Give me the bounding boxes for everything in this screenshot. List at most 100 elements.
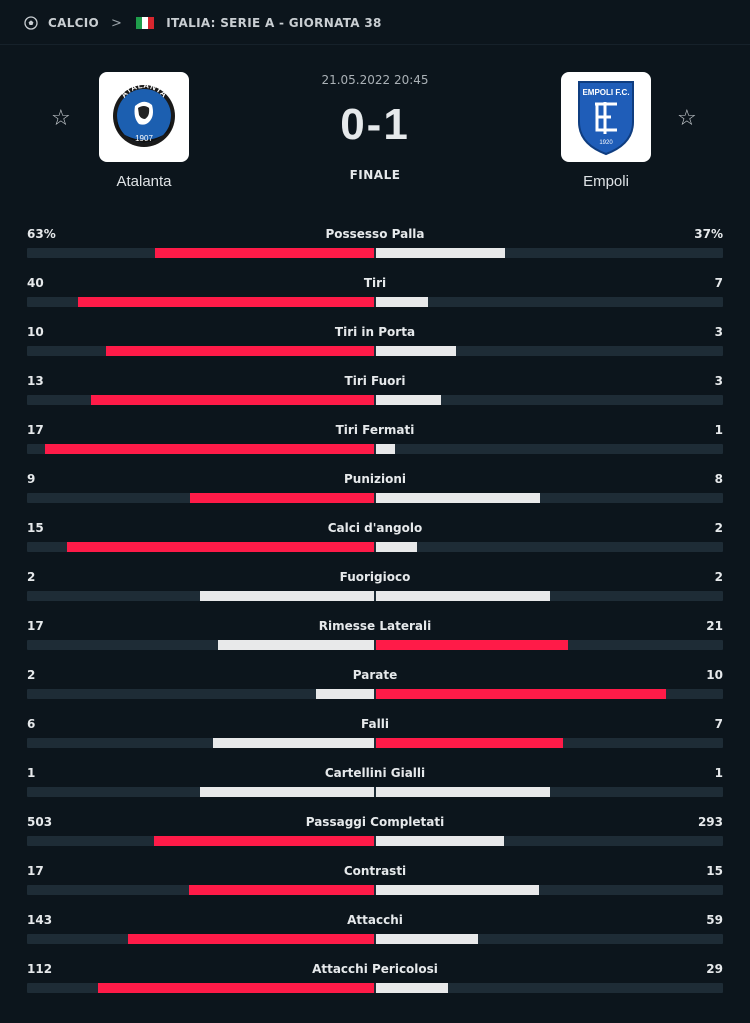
stat-home-value: 143 <box>27 913 53 927</box>
stat-away-value: 1 <box>714 423 723 437</box>
stat-bar-track <box>27 983 723 993</box>
stat-label: Passaggi Completati <box>305 815 445 829</box>
stat-row: 2 Fuorigioco 2 <box>27 569 723 618</box>
stat-bar-track <box>27 934 723 944</box>
match-datetime: 21.05.2022 20:45 <box>321 73 429 87</box>
home-team-name[interactable]: Atalanta <box>116 173 172 190</box>
stat-away-value: 1 <box>714 766 723 780</box>
stat-row: 15 Calci d'angolo 2 <box>27 520 723 569</box>
stat-bar-home <box>91 395 374 405</box>
stat-bar-track <box>27 248 723 258</box>
stat-bar-home <box>155 248 374 258</box>
stat-label: Parate <box>352 668 398 682</box>
stat-bar-track <box>27 885 723 895</box>
stat-home-value: 10 <box>27 325 44 339</box>
stat-bar-track <box>27 444 723 454</box>
stat-away-value: 8 <box>714 472 723 486</box>
stat-bar-away <box>376 444 395 454</box>
stat-label: Punizioni <box>344 472 406 486</box>
stat-row: 17 Rimesse Laterali 21 <box>27 618 723 667</box>
stat-bar-away <box>376 346 456 356</box>
stat-away-value: 29 <box>706 962 723 976</box>
stat-row: 63% Possesso Palla 37% <box>27 226 723 275</box>
stat-bar-home <box>98 983 374 993</box>
stat-bar-away <box>376 787 550 797</box>
stat-home-value: 2 <box>27 570 36 584</box>
stat-bar-away <box>376 934 478 944</box>
stat-away-value: 10 <box>706 668 723 682</box>
stat-bar-home <box>45 444 374 454</box>
stat-row: 143 Attacchi 59 <box>27 912 723 961</box>
stat-label: Falli <box>361 717 389 731</box>
stat-bar-away <box>376 689 666 699</box>
stat-row: 17 Contrasti 15 <box>27 863 723 912</box>
stat-home-value: 63% <box>27 227 56 241</box>
stat-home-value: 2 <box>27 668 36 682</box>
stat-bar-away <box>376 591 550 601</box>
stat-home-value: 13 <box>27 374 44 388</box>
stat-away-value: 37% <box>694 227 723 241</box>
empoli-crest-icon: EMPOLI F.C. 1920 <box>578 81 634 156</box>
stat-label: Rimesse Laterali <box>318 619 432 633</box>
stat-bar-track <box>27 836 723 846</box>
stat-bar-away <box>376 493 540 503</box>
favorite-away-star-icon[interactable]: ☆ <box>677 106 697 131</box>
stat-home-value: 40 <box>27 276 44 290</box>
stat-bar-track <box>27 346 723 356</box>
stat-bar-away <box>376 836 504 846</box>
chevron-right-icon: > <box>111 15 123 31</box>
stat-bar-home <box>316 689 374 699</box>
stat-bar-away <box>376 297 428 307</box>
stat-bar-away <box>376 248 505 258</box>
stat-bar-home <box>154 836 374 846</box>
stat-row: 40 Tiri 7 <box>27 275 723 324</box>
svg-text:EMPOLI F.C.: EMPOLI F.C. <box>582 88 629 97</box>
stat-bar-home <box>128 934 374 944</box>
stat-away-value: 3 <box>714 325 723 339</box>
stat-away-value: 293 <box>697 815 723 829</box>
stat-away-value: 59 <box>706 913 723 927</box>
stat-row: 9 Punizioni 8 <box>27 471 723 520</box>
away-team-logo[interactable]: EMPOLI F.C. 1920 <box>561 72 651 162</box>
home-team-logo[interactable]: ATALANTA 1907 <box>99 72 189 162</box>
stat-bar-track <box>27 493 723 503</box>
stat-bar-away <box>376 395 441 405</box>
stat-bar-home <box>200 591 374 601</box>
atalanta-crest-icon: ATALANTA 1907 <box>113 81 175 147</box>
stat-away-value: 2 <box>714 521 723 535</box>
stat-label: Possesso Palla <box>325 227 425 241</box>
stat-bar-track <box>27 591 723 601</box>
match-status: FINALE <box>349 168 401 182</box>
stat-bar-home <box>190 493 374 503</box>
favorite-home-star-icon[interactable]: ☆ <box>51 106 71 131</box>
stat-bar-away <box>376 542 417 552</box>
stat-row: 6 Falli 7 <box>27 716 723 765</box>
match-score: 0-1 <box>340 100 410 149</box>
stat-away-value: 2 <box>714 570 723 584</box>
italy-flag-icon <box>136 17 155 29</box>
stat-away-value: 7 <box>714 276 723 290</box>
stat-bar-away <box>376 983 448 993</box>
stat-label: Attacchi Pericolosi <box>312 962 438 976</box>
breadcrumb-sport-link[interactable]: CALCIO <box>48 16 100 30</box>
stat-bar-away <box>376 738 563 748</box>
stat-bar-home <box>78 297 374 307</box>
header-divider <box>0 44 750 45</box>
stat-bar-home <box>213 738 374 748</box>
breadcrumb-competition-link[interactable]: ITALIA: SERIE A - GIORNATA 38 <box>166 16 382 30</box>
stat-label: Fuorigioco <box>339 570 411 584</box>
stat-row: 112 Attacchi Pericolosi 29 <box>27 961 723 1010</box>
stat-home-value: 15 <box>27 521 44 535</box>
stat-label: Tiri in Porta <box>334 325 416 339</box>
stat-away-value: 15 <box>706 864 723 878</box>
soccer-ball-icon <box>24 16 38 30</box>
stat-row: 1 Cartellini Gialli 1 <box>27 765 723 814</box>
stat-label: Tiri <box>363 276 387 290</box>
stat-row: 17 Tiri Fermati 1 <box>27 422 723 471</box>
stat-row: 13 Tiri Fuori 3 <box>27 373 723 422</box>
stat-bar-home <box>106 346 374 356</box>
stat-away-value: 3 <box>714 374 723 388</box>
stat-label: Tiri Fermati <box>335 423 415 437</box>
away-team-name[interactable]: Empoli <box>583 173 629 190</box>
stat-label: Contrasti <box>343 864 407 878</box>
